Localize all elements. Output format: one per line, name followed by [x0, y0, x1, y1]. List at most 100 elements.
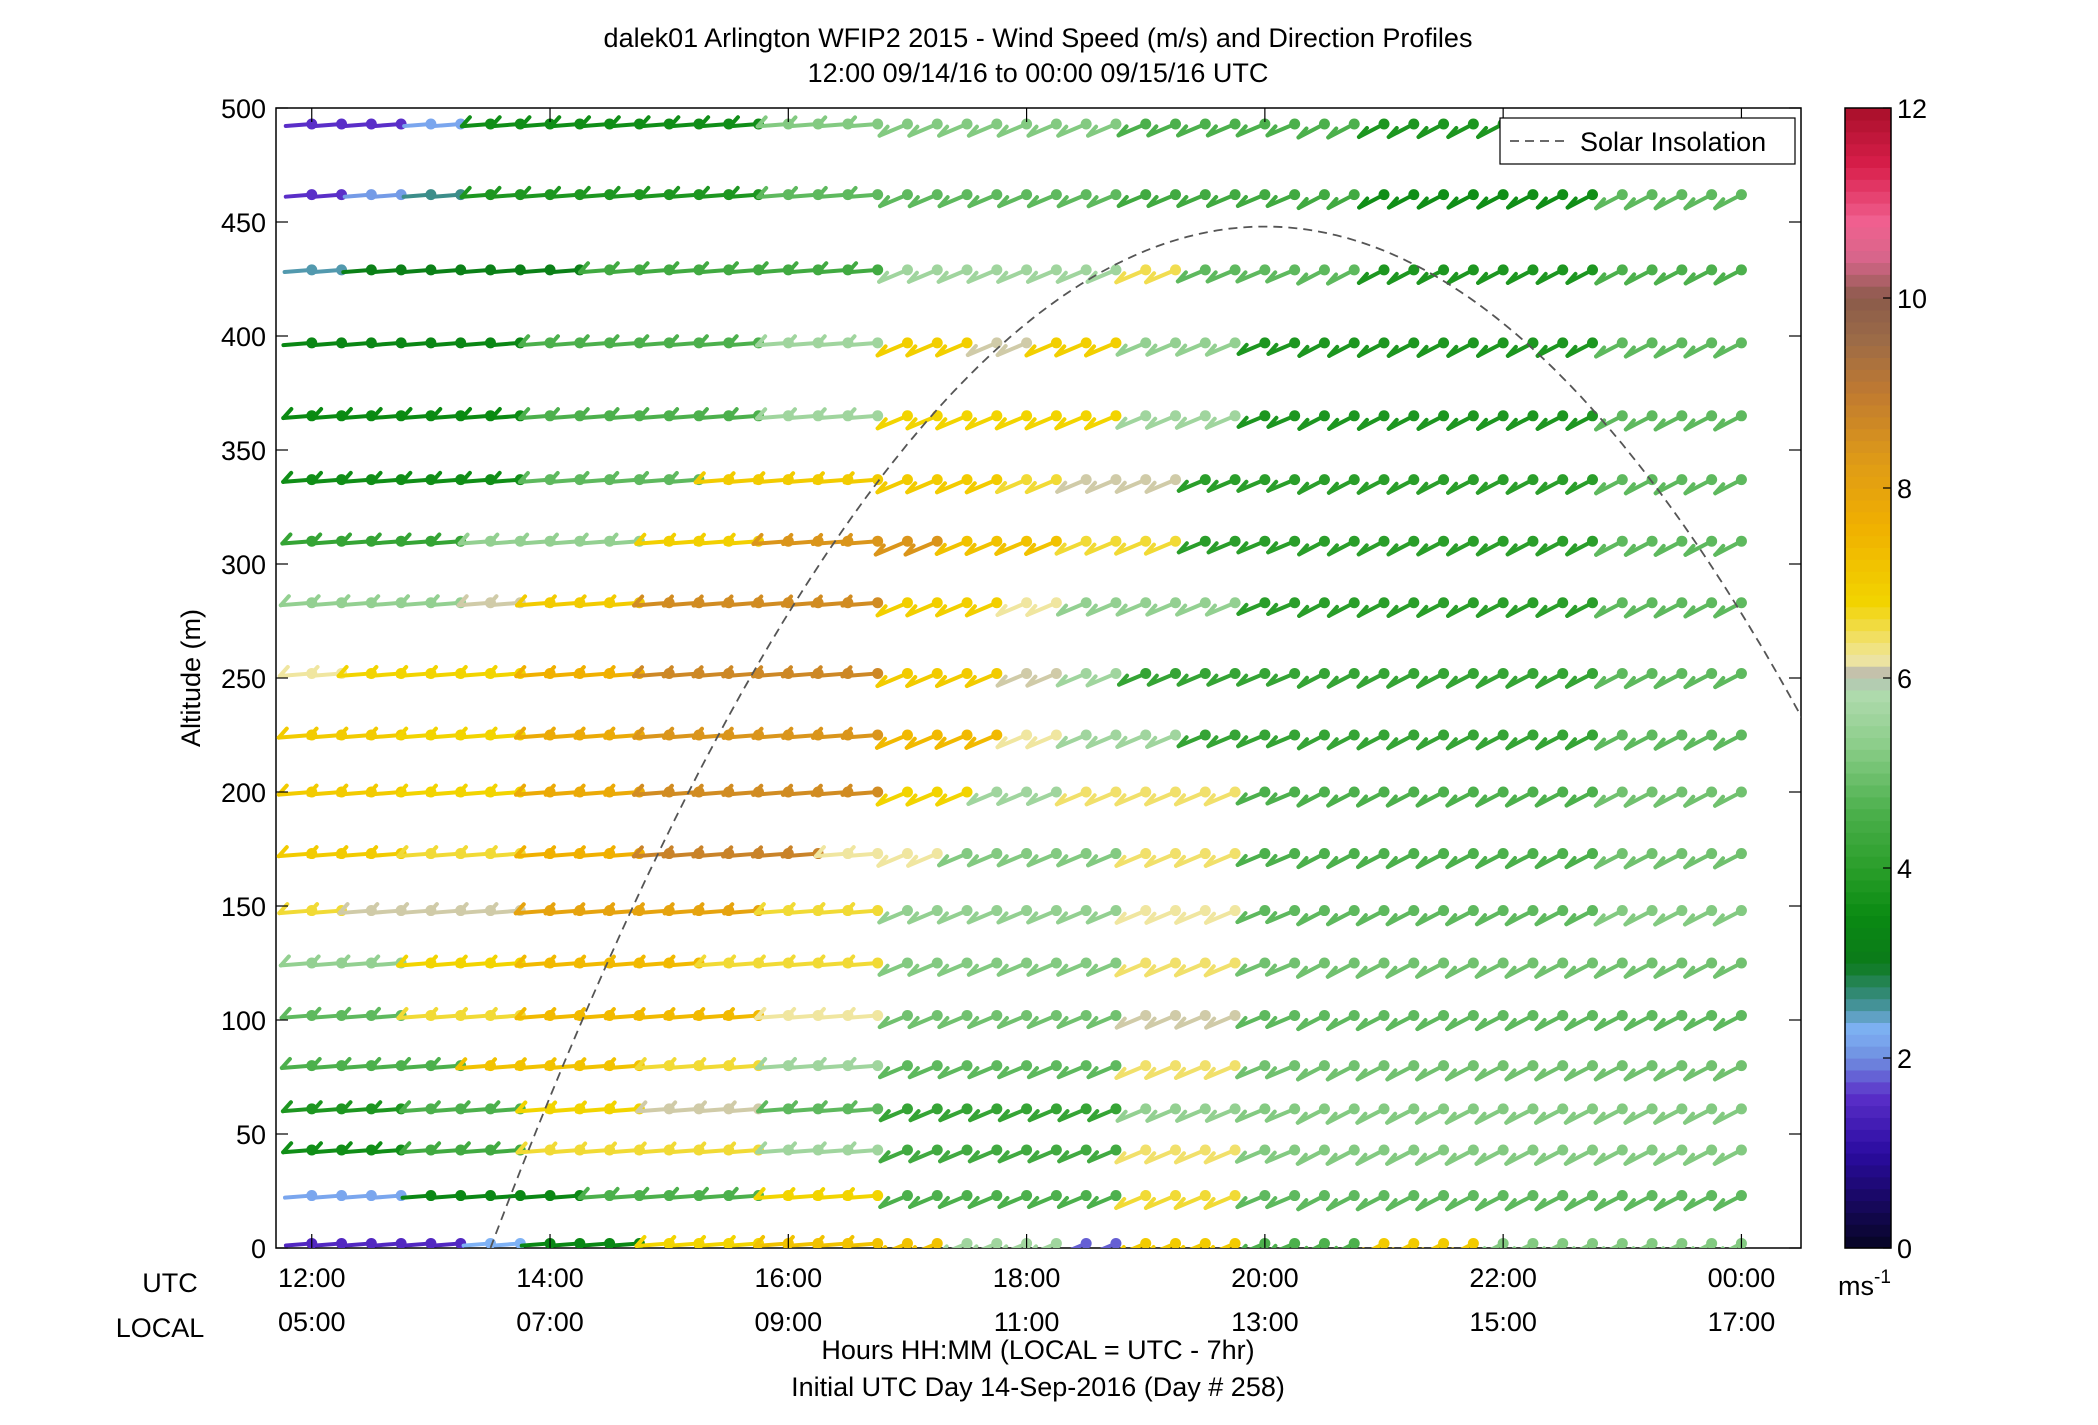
- wind-barb: [1025, 667, 1062, 688]
- wind-barb: [1235, 786, 1271, 806]
- wind-barb: [905, 337, 943, 358]
- wind-barb: [1056, 1060, 1092, 1080]
- y-tick-label: 0: [251, 1234, 266, 1264]
- x-axis: 12:00 05:00 14:00 07:00 16:00 09:00 18:00 11:00…: [278, 108, 1775, 1337]
- wind-barb: [1265, 667, 1301, 687]
- wind-barb: [845, 1100, 884, 1115]
- wind-barb: [1385, 1060, 1420, 1082]
- wind-barb: [1385, 848, 1420, 870]
- wind-barb: [966, 786, 1003, 806]
- colorbar-tick-label: 4: [1897, 854, 1912, 884]
- wind-barb: [1115, 410, 1152, 430]
- colorbar-tick-label: 10: [1897, 284, 1927, 314]
- wind-barb: [1713, 337, 1747, 359]
- wind-barb: [1416, 189, 1450, 210]
- x-tick-local: 15:00: [1469, 1307, 1537, 1337]
- wind-barb: [1146, 118, 1182, 138]
- y-tick-label: 500: [221, 94, 266, 124]
- wind-barb: [934, 729, 973, 750]
- wind-barb: [1623, 1144, 1658, 1166]
- wind-barb: [1326, 905, 1360, 927]
- wind-barb: [1115, 337, 1152, 357]
- wind-barb: [1264, 1103, 1301, 1123]
- wind-barb: [1206, 667, 1241, 687]
- wind-barb: [1235, 905, 1271, 925]
- wind-barb: [905, 786, 943, 807]
- wind-barb: [1475, 474, 1509, 495]
- wind-barb: [1713, 729, 1747, 751]
- wind-barb: [1712, 1103, 1747, 1125]
- wind-barb: [937, 189, 973, 209]
- wind-barb: [1203, 1060, 1241, 1080]
- wind-barb: [908, 1190, 943, 1209]
- wind-barb: [1296, 729, 1330, 751]
- y-tick-label: 250: [221, 664, 266, 694]
- wind-barb: [1174, 1144, 1211, 1165]
- wind-barb: [1114, 264, 1152, 285]
- wind-barb: [1206, 474, 1241, 493]
- wind-barb: [1235, 957, 1271, 977]
- wind-barb: [906, 848, 943, 868]
- wind-barb: [994, 410, 1033, 431]
- wind-barb: [1623, 1190, 1658, 1212]
- x-tick-utc: 20:00: [1231, 1263, 1299, 1293]
- wind-barb: [1535, 474, 1569, 495]
- wind-barb: [845, 186, 884, 201]
- x-tick-local: 11:00: [994, 1307, 1060, 1337]
- wind-barb: [1265, 189, 1301, 208]
- wind-barb: [1086, 1190, 1122, 1209]
- wind-barb: [1084, 786, 1122, 807]
- wind-barb: [997, 189, 1033, 209]
- wind-barb: [840, 532, 884, 547]
- wind-barb: [964, 535, 1003, 556]
- x-axis-label: Hours HH:MM (LOCAL = UTC - 7hr): [821, 1335, 1254, 1365]
- wind-barb: [1356, 597, 1390, 618]
- wind-barb: [996, 848, 1033, 868]
- colorbar-tick-label: 12: [1897, 94, 1927, 124]
- wind-barb: [1713, 410, 1747, 432]
- wind-barb: [875, 786, 913, 807]
- wind-barb: [1385, 957, 1420, 979]
- wind-barb: [1476, 337, 1509, 358]
- wind-barb: [996, 118, 1033, 138]
- wind-barb: [965, 337, 1003, 357]
- wind-barb: [1266, 474, 1301, 493]
- wind-barb: [1476, 264, 1509, 285]
- wind-barb: [1683, 957, 1718, 979]
- wind-barb: [1653, 957, 1688, 979]
- wind-barb: [1024, 410, 1062, 431]
- wind-barb: [1446, 597, 1479, 618]
- wind-barb: [1084, 535, 1122, 556]
- wind-barb: [1296, 1009, 1330, 1032]
- wind-barb: [937, 118, 973, 138]
- wind-barb: [1297, 474, 1330, 495]
- wind-barb: [907, 957, 943, 977]
- wind-barb: [1266, 337, 1301, 356]
- wind-barb: [966, 118, 1003, 138]
- wind-barb: [1624, 264, 1658, 286]
- wind-barb: [1593, 905, 1628, 927]
- wind-barb: [937, 1060, 973, 1080]
- wind-barb: [1444, 1103, 1479, 1125]
- wind-barb: [874, 729, 913, 750]
- wind-barb: [1534, 848, 1569, 870]
- wind-barb: [1209, 1237, 1241, 1248]
- wind-barb: [1594, 337, 1628, 359]
- wind-barb: [966, 905, 1003, 925]
- wind-barb: [1295, 1144, 1330, 1166]
- wind-barb: [1266, 410, 1301, 429]
- wind-barb: [1235, 1009, 1271, 1029]
- wind-barb: [1712, 1144, 1747, 1166]
- wind-barb: [1653, 848, 1688, 870]
- wind-barb: [1504, 905, 1539, 927]
- wind-barb: [1563, 1103, 1599, 1125]
- wind-barb: [904, 729, 943, 750]
- wind-barb: [1683, 189, 1718, 211]
- wind-barb: [1565, 337, 1599, 358]
- wind-barb: [1057, 1103, 1092, 1123]
- wind-barb: [1563, 1144, 1599, 1166]
- wind-barb: [1653, 905, 1688, 927]
- colorbar-tick-label: 2: [1897, 1044, 1912, 1074]
- wind-barb: [1446, 189, 1479, 210]
- wind-barb: [1415, 848, 1450, 870]
